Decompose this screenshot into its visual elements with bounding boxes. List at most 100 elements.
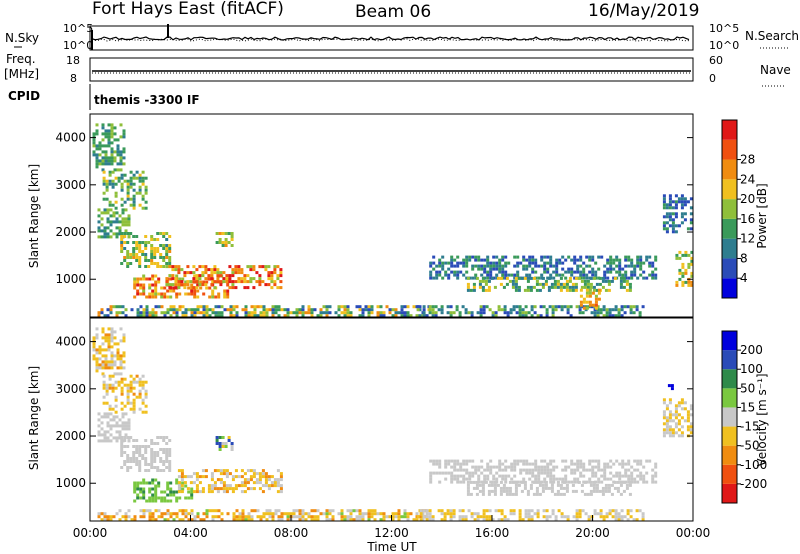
data-cell [594, 300, 598, 304]
data-cell [261, 280, 265, 284]
data-cell [174, 268, 178, 272]
data-cell [538, 483, 542, 487]
data-cell [122, 147, 126, 151]
data-cell [129, 466, 133, 469]
data-cell [95, 165, 99, 169]
data-cell [665, 407, 669, 411]
data-cell [607, 483, 611, 487]
data-cell [97, 311, 101, 315]
data-cell [506, 314, 510, 318]
data-cell [504, 270, 508, 274]
data-cell [540, 465, 544, 469]
data-cell [205, 515, 209, 519]
data-cell [253, 314, 257, 318]
data-cell [521, 308, 525, 312]
data-cell [579, 303, 583, 307]
data-cell [115, 305, 119, 309]
data-cell [183, 271, 187, 275]
data-cell [138, 460, 142, 463]
data-cell [112, 415, 116, 419]
data-cell [514, 486, 518, 490]
data-cell [582, 270, 586, 274]
data-cell [120, 380, 124, 384]
data-cell [205, 311, 209, 315]
data-cell [322, 305, 326, 309]
data-cell [462, 273, 466, 277]
data-cell [551, 509, 555, 513]
data-cell [115, 439, 119, 443]
colorbar-step [722, 258, 737, 279]
data-cell [110, 132, 114, 136]
data-cell [596, 512, 600, 516]
data-cell [680, 425, 684, 429]
data-cell [279, 271, 283, 275]
data-cell [276, 265, 280, 269]
data-cell [440, 518, 444, 522]
data-cell [564, 459, 568, 463]
data-cell [678, 271, 682, 275]
data-cell [279, 478, 283, 482]
data-cell [525, 471, 529, 475]
data-cell [578, 512, 582, 516]
data-cell [175, 308, 179, 312]
data-cell [204, 265, 208, 269]
data-cell [108, 383, 112, 387]
data-cell [113, 132, 117, 136]
data-cell [169, 499, 173, 503]
data-cell [588, 462, 592, 466]
data-cell [157, 481, 161, 485]
data-cell [101, 138, 105, 142]
data-cell [104, 129, 108, 133]
data-cell [169, 512, 173, 516]
data-cell [325, 311, 329, 315]
data-cell [513, 255, 517, 259]
data-cell [119, 357, 123, 361]
data-cell [636, 462, 640, 466]
data-cell [141, 380, 145, 384]
data-cell [504, 480, 508, 484]
data-cell [556, 480, 560, 484]
data-cell [591, 459, 595, 463]
data-cell [400, 311, 404, 315]
data-cell [219, 274, 223, 278]
data-cell [165, 244, 169, 247]
data-cell [138, 463, 142, 466]
data-cell [627, 276, 631, 280]
data-cell [150, 460, 154, 463]
data-cell [379, 305, 383, 309]
data-cell [541, 483, 545, 487]
data-cell [138, 259, 142, 262]
data-cell [671, 200, 675, 204]
data-cell [609, 261, 613, 265]
data-cell [579, 255, 583, 259]
data-cell [450, 261, 454, 265]
data-cell [594, 471, 598, 475]
data-cell [540, 273, 544, 277]
data-cell [651, 261, 655, 265]
data-cell [145, 277, 149, 281]
data-cell [542, 515, 546, 519]
data-cell [124, 421, 128, 425]
data-cell [211, 518, 215, 522]
data-cell [211, 515, 215, 519]
data-cell [489, 471, 493, 475]
data-cell [168, 265, 172, 269]
data-cell [575, 509, 579, 513]
data-cell [120, 235, 124, 238]
data-cell [166, 518, 170, 522]
data-cell [92, 153, 96, 157]
data-cell [508, 486, 512, 490]
data-cell [258, 487, 262, 491]
data-cell [606, 267, 610, 271]
data-cell [273, 478, 277, 482]
data-cell [145, 314, 149, 318]
data-cell [165, 265, 169, 269]
data-cell [343, 308, 347, 312]
data-cell [385, 305, 389, 309]
data-cell [521, 518, 525, 522]
data-cell [92, 150, 96, 154]
data-cell [115, 512, 119, 516]
data-cell [522, 264, 526, 268]
data-cell [276, 469, 280, 473]
data-cell [113, 159, 117, 163]
